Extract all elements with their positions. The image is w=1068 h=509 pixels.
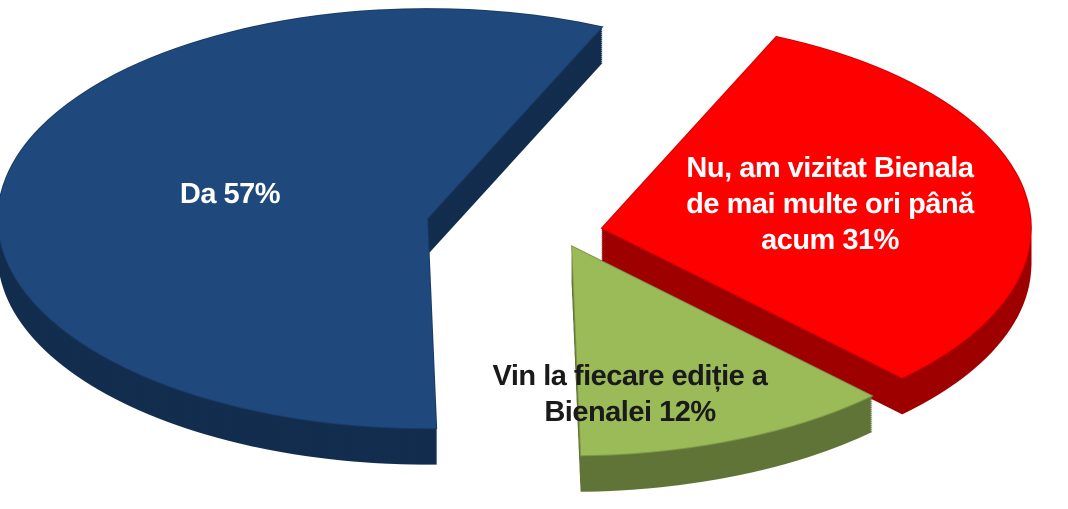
data-label: Nu, am vizitat Bienala de mai multe ori … [685,150,975,258]
slice [600,35,1032,379]
category-label: Vin la fiecare ediție a Bienalei [492,360,768,428]
value-label: 12% [659,396,716,428]
slice [0,8,604,430]
data-label: Vin la fiecare ediție a Bienalei 12% [480,358,780,430]
category-label: Da [179,178,217,210]
data-label: Da 57% [110,176,350,212]
value-label: 31% [842,224,899,256]
value-label: 57% [223,178,281,210]
slice [571,245,874,457]
category-label: Nu, am vizitat Bienala de mai multe ori … [686,152,974,256]
